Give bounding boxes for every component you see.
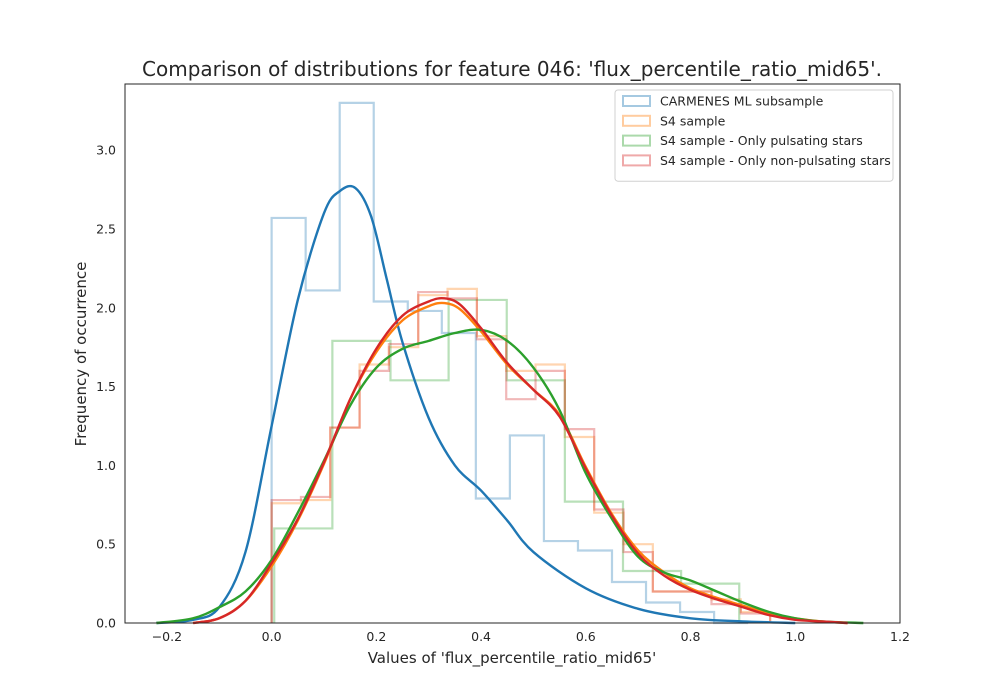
y-tick-label: 3.0 [96, 143, 116, 158]
legend-label: S4 sample - Only non-pulsating stars [660, 153, 891, 168]
legend-swatch [622, 95, 651, 107]
x-axis: −0.2 0.0 0.2 0.4 0.6 0.8 1.0 1.2 [152, 629, 910, 644]
legend-label: S4 sample [660, 113, 726, 128]
y-tick-label: 2.0 [96, 300, 116, 315]
x-tick-label: 0.6 [576, 629, 596, 644]
kde-line-s4-sample-only-non-pulsating-stars [192, 297, 848, 625]
histogram-carmenes-ml-subsample [270, 101, 749, 625]
plot-area [156, 101, 864, 625]
x-tick-label: 0.0 [262, 629, 282, 644]
y-tick-label: 0.0 [96, 616, 116, 631]
legend: CARMENES ML subsample S4 sample S4 sample … [614, 89, 894, 182]
x-tick-label: 0.2 [366, 629, 386, 644]
legend-swatch [622, 134, 651, 147]
legend-label: S4 sample - Only pulsating stars [660, 133, 863, 148]
x-axis-label: Values of 'flux_percentile_ratio_mid65' [368, 649, 657, 668]
kde-line-carmenes-ml-subsample [156, 184, 796, 625]
y-axis-label: Frequency of occurrence [72, 262, 90, 447]
y-axis: 0.0 0.5 1.0 1.5 2.0 2.5 3.0 [96, 143, 116, 631]
y-tick-label: 2.5 [96, 221, 116, 236]
x-tick-label: 1.0 [785, 629, 805, 644]
x-tick-label: −0.2 [152, 629, 182, 644]
legend-label: CARMENES ML subsample [660, 94, 824, 109]
y-tick-label: 1.0 [96, 458, 116, 473]
legend-swatch [622, 114, 651, 127]
legend-frame [614, 89, 894, 182]
y-tick-label: 0.5 [96, 537, 116, 552]
y-tick-label: 1.5 [96, 379, 116, 394]
legend-swatch [622, 154, 651, 167]
chart-title: Comparison of distributions for feature … [142, 57, 882, 81]
x-tick-label: 0.8 [681, 629, 701, 644]
kde-line-s4-sample-only-pulsating-stars [156, 328, 864, 625]
x-tick-label: 0.4 [471, 629, 491, 644]
histogram-s4-sample [270, 287, 772, 623]
plot-frame [124, 83, 901, 624]
x-tick-label: 1.2 [890, 629, 910, 644]
